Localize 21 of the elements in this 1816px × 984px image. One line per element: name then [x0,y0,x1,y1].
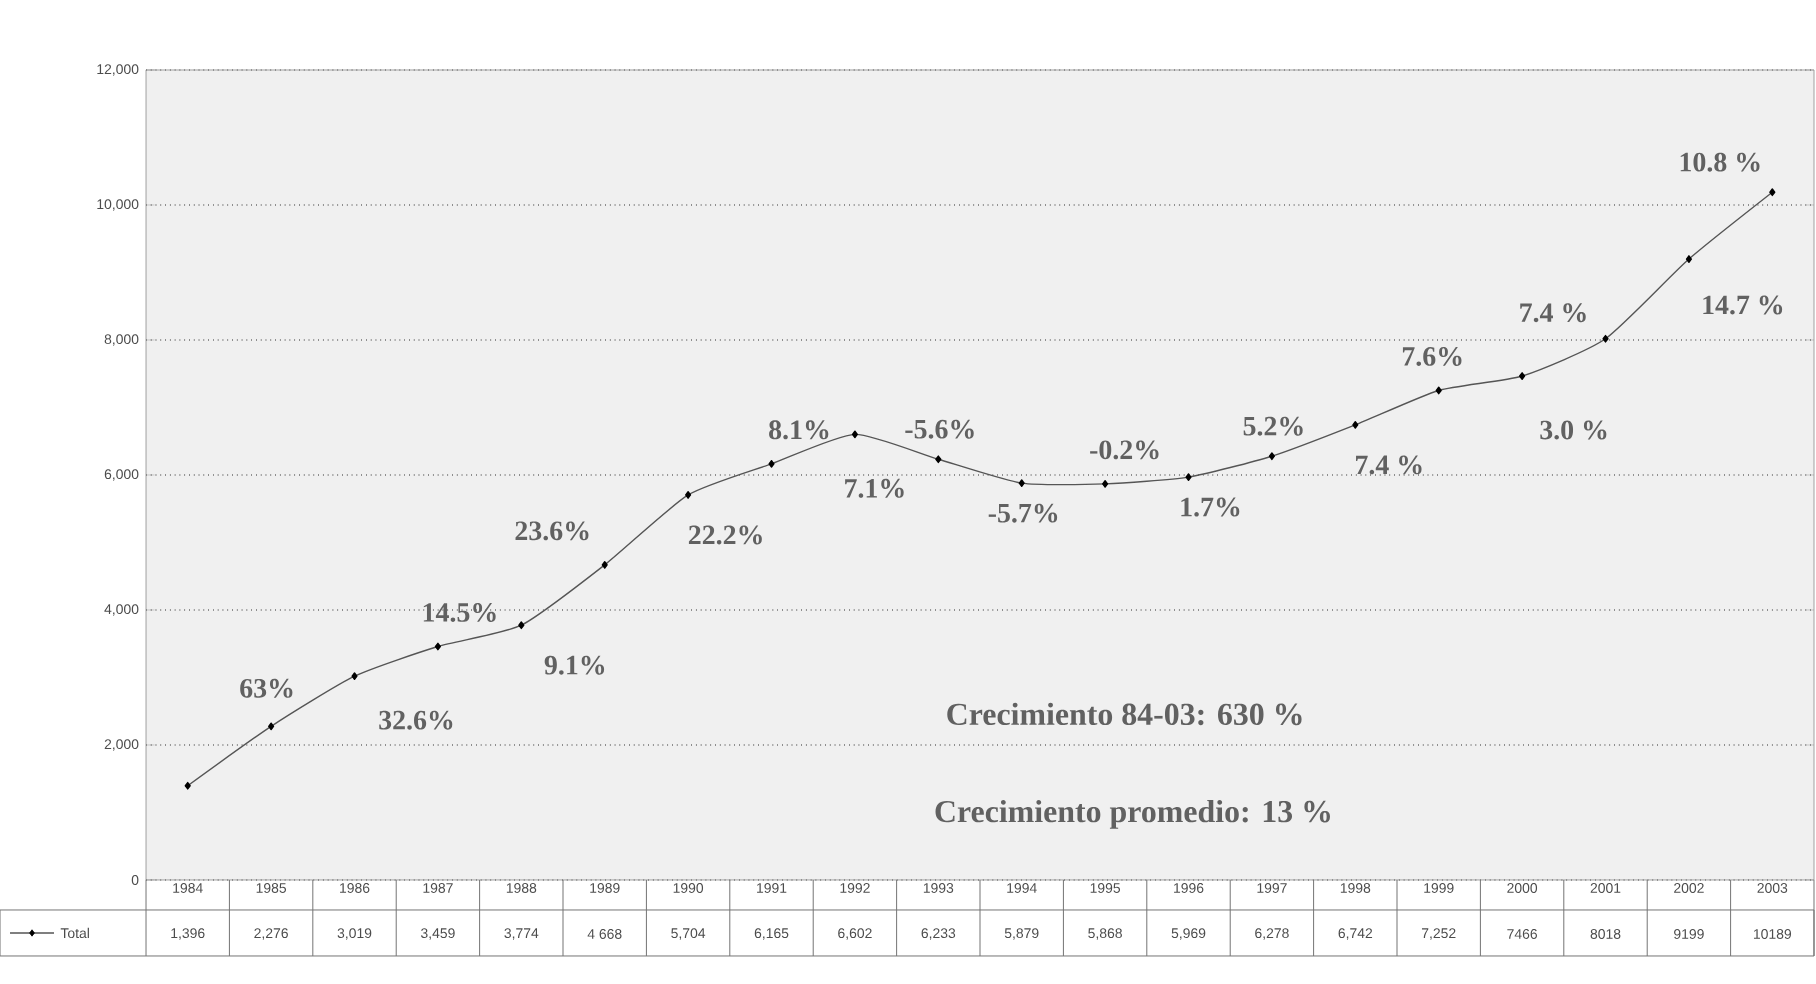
annotation: 14.7 % [1703,295,1783,315]
annotation: Crecimiento 84-03: 630 % [947,702,1302,726]
annotation: 9.1% [544,655,605,675]
annotation: 23.6% [515,521,589,541]
annotation: 32.6% [379,710,453,730]
annotation: 7.1% [845,478,904,498]
annotation: -0.2% [1090,440,1159,460]
annotation: 14.5% [423,603,496,622]
annotation: Crecimiento promedio: 13 % [935,799,1330,829]
annotation: 63% [240,678,293,698]
annotation: 5.2% [1243,416,1303,436]
annotation: 8.1% [769,420,829,440]
annotation: 3.0 % [1540,420,1607,440]
annotation: 7.4 % [1356,455,1422,475]
annotation: -5.7% [988,503,1058,523]
annotation: 1.7% [1181,497,1240,517]
annotation: 7.6% [1402,346,1462,366]
annotation: 7.4 % [1520,303,1586,323]
annotation: -5.6% [905,419,974,439]
annotation: 10.8 % [1680,152,1760,172]
annotation: 22.2% [688,525,762,545]
